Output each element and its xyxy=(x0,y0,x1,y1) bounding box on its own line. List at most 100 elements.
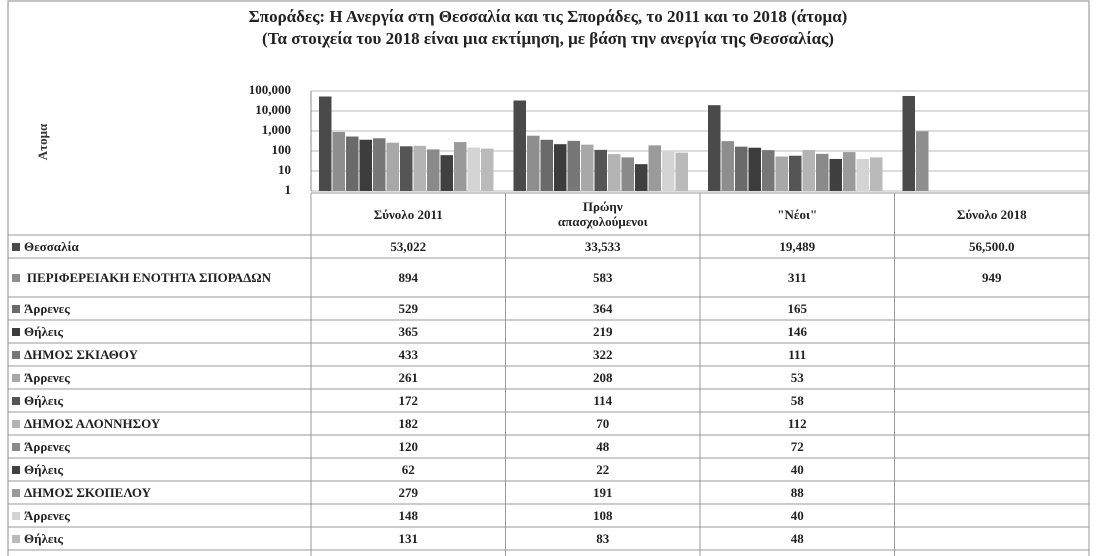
table-value: 146 xyxy=(787,324,808,339)
bar xyxy=(319,96,332,191)
table-value: 58 xyxy=(790,393,804,408)
bar xyxy=(467,147,480,191)
y-tick-label: 1 xyxy=(285,182,292,197)
table-value: 208 xyxy=(593,370,613,385)
legend-label: ΠΕΡΙΦΕΡΕΙΑΚΗ ΕΝΟΤΗΤΑ ΣΠΟΡΑΔΩΝ xyxy=(26,270,272,285)
row-label: Θεσσαλία xyxy=(8,235,311,258)
table-value: 33,533 xyxy=(584,239,621,254)
bar xyxy=(748,147,761,191)
chart-title: Σποράδες: Η Ανεργία στη Θεσσαλία και τις… xyxy=(249,7,848,26)
bar xyxy=(386,142,399,191)
category-header: Σύνολο 2018 xyxy=(956,206,1027,222)
bar xyxy=(513,100,526,191)
bar xyxy=(789,155,802,191)
table-value: 131 xyxy=(398,531,419,546)
y-tick-label: 10 xyxy=(278,162,291,177)
table-value: 112 xyxy=(787,416,807,431)
bar xyxy=(413,145,426,191)
y-tick-label: 1,000 xyxy=(262,122,291,137)
bar xyxy=(527,135,540,191)
category-header: Πρώην απασχολούμενοι xyxy=(557,199,648,229)
bar xyxy=(567,140,580,191)
table-value: 53,022 xyxy=(390,239,427,254)
table-value: 48 xyxy=(596,439,610,454)
bar xyxy=(735,146,748,191)
bar xyxy=(708,105,721,191)
legend-label: Θήλεις xyxy=(24,393,63,408)
row-label: Θήλεις xyxy=(8,527,311,550)
bar xyxy=(332,131,345,191)
table-value: 148 xyxy=(398,508,419,523)
bar xyxy=(373,138,386,191)
legend-label: Άρρενες xyxy=(24,370,70,385)
bar xyxy=(400,146,413,191)
bar xyxy=(902,95,915,191)
legend-label: ΔΗΜΟΣ ΣΚΙΑΘΟΥ xyxy=(24,347,138,362)
table-value: 111 xyxy=(788,347,807,362)
legend-key xyxy=(12,488,20,497)
bar xyxy=(829,158,842,191)
bar xyxy=(594,149,607,191)
legend-key xyxy=(12,304,20,313)
bar xyxy=(675,152,688,191)
table-value: 165 xyxy=(787,301,808,316)
row-label: ΔΗΜΟΣ ΣΚΙΑΘΟΥ xyxy=(8,343,311,366)
table-value: 894 xyxy=(398,270,419,285)
bar xyxy=(359,139,372,191)
legend-label: Θεσσαλία xyxy=(24,239,79,254)
bar xyxy=(870,157,883,191)
row-label: Άρρενες xyxy=(8,435,311,458)
bar xyxy=(843,152,856,191)
row-label: Άρρενες xyxy=(8,366,311,389)
bar xyxy=(648,145,661,191)
legend-label: Άρρενες xyxy=(24,301,70,316)
row-label: Θήλεις xyxy=(8,389,311,412)
bar xyxy=(427,149,440,191)
table-value: 311 xyxy=(787,270,807,285)
bar xyxy=(481,148,494,191)
row-label: Θήλεις xyxy=(8,458,311,481)
legend-key xyxy=(12,373,20,382)
bar xyxy=(540,139,553,191)
table-value: 949 xyxy=(982,270,1002,285)
bar xyxy=(346,136,359,191)
table-value: 191 xyxy=(593,485,613,500)
row-label: Θήλεις xyxy=(8,320,311,343)
table-value: 433 xyxy=(398,347,419,362)
bar xyxy=(721,141,734,191)
bar xyxy=(581,144,594,191)
legend-label: Θήλεις xyxy=(24,462,63,477)
table-value: 70 xyxy=(596,416,610,431)
category-header: Σύνολο 2011 xyxy=(373,206,443,222)
legend-key xyxy=(12,396,20,405)
table-value: 322 xyxy=(593,347,613,362)
legend-label: Θήλεις xyxy=(24,324,63,339)
legend-key xyxy=(12,511,20,520)
table-value: 583 xyxy=(593,270,613,285)
chart-subtitle: (Τα στοιχεία του 2018 είναι μια εκτίμηση… xyxy=(262,29,834,48)
bar xyxy=(621,157,634,191)
table-value: 40 xyxy=(790,462,804,477)
table-value: 120 xyxy=(398,439,419,454)
y-tick-label: 10,000 xyxy=(255,102,291,117)
y-tick-label: 100 xyxy=(272,142,292,157)
table-value: 108 xyxy=(593,508,613,523)
table-value: 279 xyxy=(398,485,419,500)
legend-key xyxy=(12,442,20,451)
bar xyxy=(916,131,929,191)
table-value: 40 xyxy=(790,508,804,523)
table-value: 62 xyxy=(401,462,415,477)
table-value: 364 xyxy=(593,301,613,316)
table-value: 48 xyxy=(790,531,804,546)
table-value: 365 xyxy=(398,324,419,339)
bar xyxy=(454,142,467,191)
legend-key xyxy=(12,350,20,359)
row-label: Άρρενες xyxy=(8,504,311,527)
bar xyxy=(856,158,869,191)
row-label: ΔΗΜΟΣ ΑΛΟΝΝΗΣΟΥ xyxy=(8,412,311,435)
legend-key xyxy=(12,419,20,428)
table-value: 72 xyxy=(790,439,804,454)
legend-key xyxy=(12,327,20,336)
